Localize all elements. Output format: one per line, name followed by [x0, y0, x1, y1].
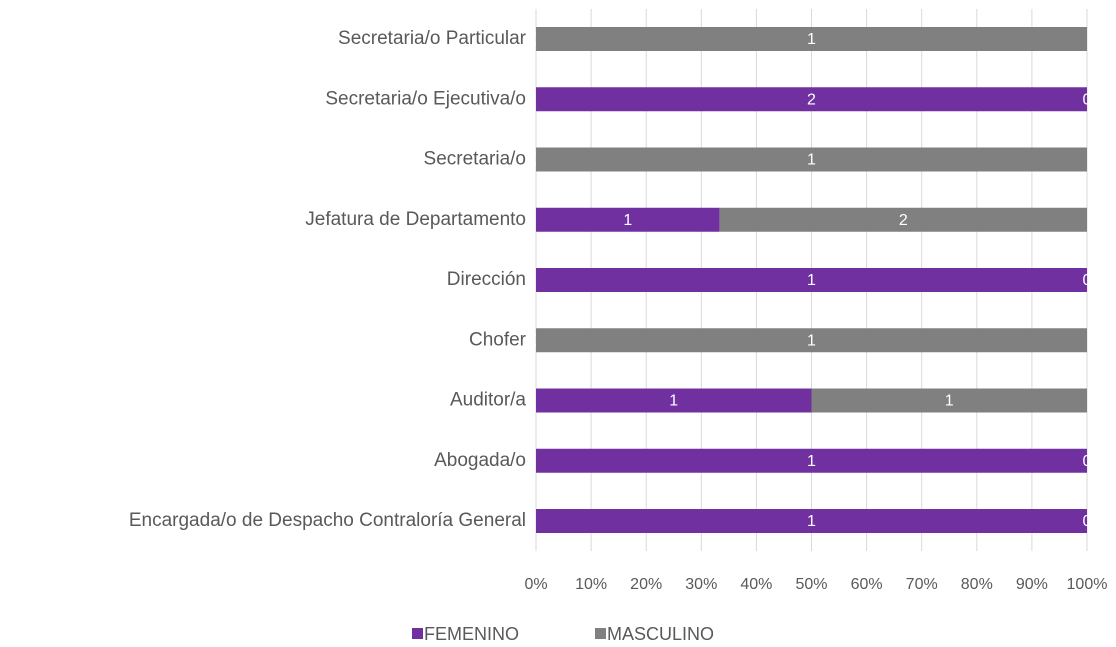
data-label: 0 — [1083, 91, 1092, 108]
category-label: Secretaria/o Particular — [338, 28, 527, 49]
category-label: Encargada/o de Despacho Contraloría Gene… — [129, 510, 526, 531]
data-label: 1 — [623, 212, 632, 229]
category-label: Jefatura de Departamento — [305, 209, 526, 230]
data-label: 0 — [1083, 272, 1092, 289]
bar-segment — [536, 328, 1087, 353]
category-label: Chofer — [469, 329, 527, 350]
x-tick-label: 30% — [685, 576, 717, 593]
bar-segment — [536, 87, 1087, 112]
data-label: 1 — [669, 393, 678, 410]
legend-swatch — [412, 628, 423, 639]
bar-segment — [536, 509, 1087, 533]
category-label: Secretaria/o Ejecutiva/o — [325, 88, 526, 109]
data-label: 1 — [807, 152, 816, 169]
bar-segment — [536, 147, 1087, 172]
bar-segment — [719, 207, 1087, 232]
data-label: 2 — [899, 212, 908, 229]
bar-segment — [536, 207, 720, 232]
category-label: Dirección — [447, 269, 526, 290]
data-label: 2 — [807, 91, 816, 108]
data-label: 1 — [945, 393, 954, 410]
x-tick-label: 80% — [961, 576, 993, 593]
x-tick-label: 40% — [740, 576, 772, 593]
x-tick-label: 50% — [795, 576, 827, 593]
data-label: 0 — [1083, 453, 1092, 470]
data-label: 1 — [807, 332, 816, 349]
legend-label: FEMENINO — [424, 624, 519, 644]
data-label: 0 — [1083, 513, 1092, 530]
category-label: Secretaria/o — [424, 149, 526, 170]
data-label: 1 — [807, 513, 816, 530]
bar-segment — [536, 268, 1087, 292]
x-tick-label: 60% — [851, 576, 883, 593]
x-tick-label: 100% — [1067, 576, 1108, 593]
bar-segment — [811, 388, 1087, 413]
x-tick-label: 20% — [630, 576, 662, 593]
data-label: 1 — [807, 272, 816, 289]
bar-segment — [536, 448, 1087, 473]
category-label: Abogada/o — [434, 450, 526, 471]
category-label: Auditor/a — [450, 390, 526, 411]
data-label: 1 — [807, 31, 816, 48]
x-tick-label: 10% — [575, 576, 607, 593]
data-label: 1 — [807, 453, 816, 470]
legend-label: MASCULINO — [607, 624, 714, 644]
bar-segment — [536, 388, 812, 413]
x-tick-label: 70% — [906, 576, 938, 593]
x-tick-label: 90% — [1016, 576, 1048, 593]
legend-swatch — [595, 628, 606, 639]
bar-segment — [536, 27, 1087, 51]
x-tick-label: 0% — [524, 576, 547, 593]
